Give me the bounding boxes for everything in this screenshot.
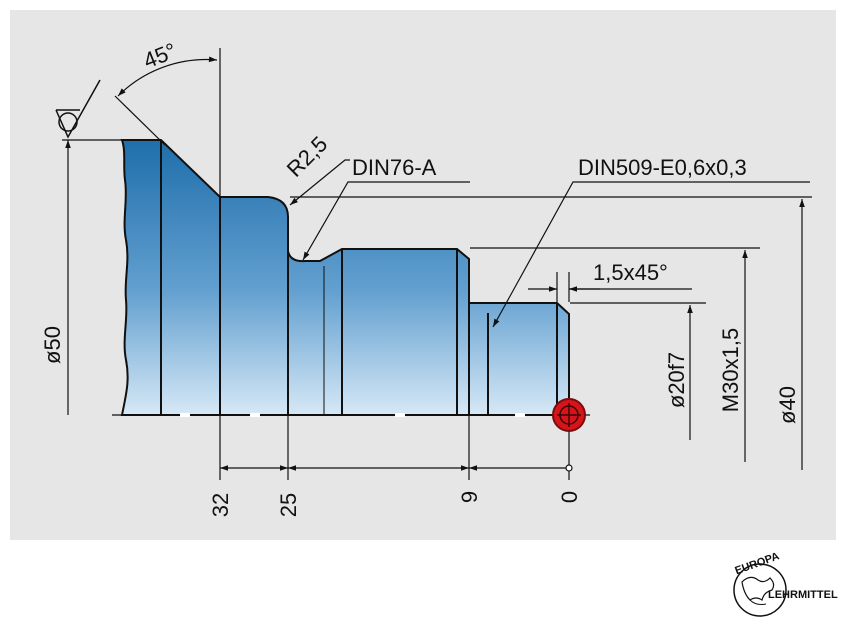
leader-din76 <box>302 181 470 261</box>
label-thread: M30x1,5 <box>718 328 743 412</box>
label-pos-32: 32 <box>208 493 233 517</box>
label-d50: ø50 <box>40 326 65 364</box>
logo-right-text: LEHRMITTEL <box>768 589 838 601</box>
label-pos-0: 0 <box>557 491 582 503</box>
label-undercut: DIN76-A <box>352 155 437 180</box>
label-radius: R2,5 <box>282 131 333 182</box>
leader-din509 <box>492 181 810 328</box>
workpiece-profile <box>120 139 570 416</box>
origin-dot <box>565 464 573 472</box>
surface-finish-icon <box>55 79 101 139</box>
label-pos-9: 9 <box>457 491 482 503</box>
label-d40: ø40 <box>775 386 800 424</box>
centerline-gaps <box>180 413 525 417</box>
label-d20f7: ø20f7 <box>664 352 689 408</box>
label-relief: DIN509-E0,6x0,3 <box>578 155 747 180</box>
label-angle: 45° <box>140 38 180 74</box>
label-pos-25: 25 <box>276 493 301 517</box>
globe-icon <box>733 563 787 617</box>
angle-arc <box>117 56 218 97</box>
angle-ext-line <box>114 95 166 146</box>
extension-lines <box>62 48 812 480</box>
origin-marker-icon <box>552 398 586 432</box>
label-chamfer: 1,5x45° <box>593 260 668 285</box>
leader-r25 <box>289 159 350 206</box>
europa-logo: EUROPA LEHRMITTEL <box>733 550 838 617</box>
